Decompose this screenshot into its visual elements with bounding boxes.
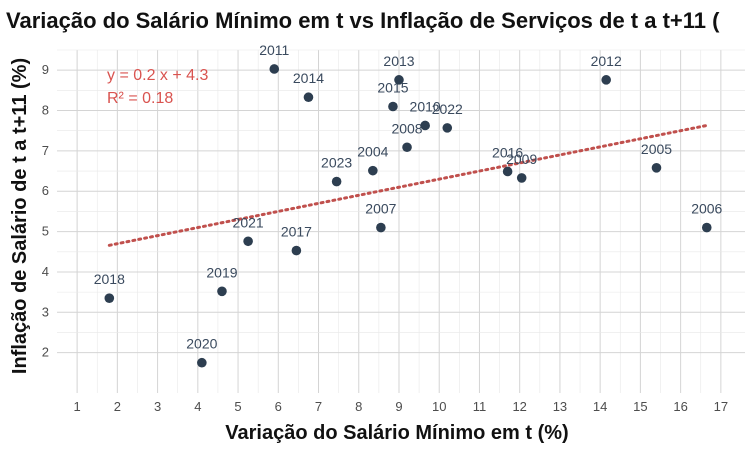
x-tick-label: 7 xyxy=(315,399,322,414)
x-tick-label: 16 xyxy=(673,399,687,414)
x-tick-label: 14 xyxy=(593,399,607,414)
data-point xyxy=(601,75,611,85)
point-label: 2010 xyxy=(410,98,441,114)
y-tick-label: 2 xyxy=(42,345,49,360)
y-tick-label: 5 xyxy=(42,224,49,239)
y-tick-label: 4 xyxy=(42,264,49,279)
point-label: 2013 xyxy=(383,53,414,69)
x-tick-label: 4 xyxy=(194,399,201,414)
x-tick-label: 1 xyxy=(73,399,80,414)
trendline xyxy=(107,123,711,247)
y-axis-title: Inflação de Salário de t a t+11 (%) xyxy=(9,58,31,374)
r-squared-annotation: R² = 0.18 xyxy=(107,90,173,107)
data-point xyxy=(442,123,453,133)
point-label: 2022 xyxy=(432,101,463,117)
data-point xyxy=(376,222,386,233)
x-tick-label: 15 xyxy=(633,399,647,414)
data-point xyxy=(331,176,342,187)
point-label: 2012 xyxy=(591,53,622,69)
data-point xyxy=(402,142,412,153)
x-tick-label: 12 xyxy=(512,399,526,414)
points-group: 2018 2020 2019 2021 2011 2017 2014 2023 2004 2007… xyxy=(94,42,723,368)
data-point xyxy=(104,293,115,303)
point-label: 2007 xyxy=(365,201,396,217)
point-label: 2019 xyxy=(206,264,237,280)
chart-title: Variação do Salário Mínimo em t vs Infla… xyxy=(6,8,720,33)
x-tick-label: 10 xyxy=(432,399,446,414)
point-label: 2016 xyxy=(492,144,523,160)
point-label: 2004 xyxy=(357,144,388,160)
point-label: 2021 xyxy=(233,214,264,230)
x-tick-label: 17 xyxy=(714,399,728,414)
point-label: 2011 xyxy=(259,42,289,58)
data-point xyxy=(394,75,404,85)
x-tick-label: 9 xyxy=(395,399,402,414)
point-label: 2017 xyxy=(281,224,312,240)
x-tick-label: 13 xyxy=(553,399,567,414)
point-label: 2009 xyxy=(506,151,537,167)
y-tick-label: 3 xyxy=(42,304,49,319)
data-point xyxy=(388,101,398,112)
equation-annotation: y = 0.2 x + 4.3 xyxy=(107,67,209,84)
point-label: 2020 xyxy=(186,336,217,352)
point-label: 2023 xyxy=(321,155,352,171)
y-tick-label: 8 xyxy=(42,103,49,118)
point-label: 2005 xyxy=(641,141,672,157)
x-axis-title: Variação do Salário Mínimo em t (%) xyxy=(225,422,568,444)
x-tick-label: 2 xyxy=(114,399,121,414)
data-point xyxy=(516,173,527,183)
data-point xyxy=(217,286,227,297)
data-point xyxy=(269,64,280,74)
data-point xyxy=(651,163,662,173)
x-tick-label: 6 xyxy=(275,399,282,414)
grid xyxy=(57,49,745,393)
data-point xyxy=(243,236,253,247)
y-tick-label: 9 xyxy=(42,62,49,77)
data-point xyxy=(303,92,314,103)
point-label: 2015 xyxy=(377,79,408,95)
x-tick-label: 5 xyxy=(234,399,241,414)
x-tick-label: 11 xyxy=(473,399,487,414)
x-tick-label: 3 xyxy=(154,399,161,414)
data-point xyxy=(701,222,712,233)
data-point xyxy=(420,120,430,131)
x-tick-label: 8 xyxy=(355,399,362,414)
point-label: 2008 xyxy=(391,120,422,136)
trendline-group xyxy=(107,123,711,247)
point-label: 2006 xyxy=(691,201,722,217)
data-point xyxy=(368,165,378,176)
y-tick-label: 7 xyxy=(42,143,49,158)
data-point xyxy=(291,245,302,256)
data-point xyxy=(502,166,513,177)
y-tick-label: 6 xyxy=(42,183,49,198)
point-label: 2018 xyxy=(94,271,125,287)
point-label: 2014 xyxy=(293,70,324,86)
data-point xyxy=(197,357,207,368)
